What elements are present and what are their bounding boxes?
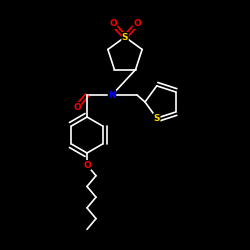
Text: S: S: [122, 32, 128, 42]
Text: O: O: [109, 20, 117, 28]
Text: O: O: [73, 102, 81, 112]
Text: O: O: [133, 20, 141, 28]
Text: S: S: [154, 114, 160, 123]
Text: N: N: [108, 90, 116, 100]
Text: O: O: [83, 160, 91, 170]
